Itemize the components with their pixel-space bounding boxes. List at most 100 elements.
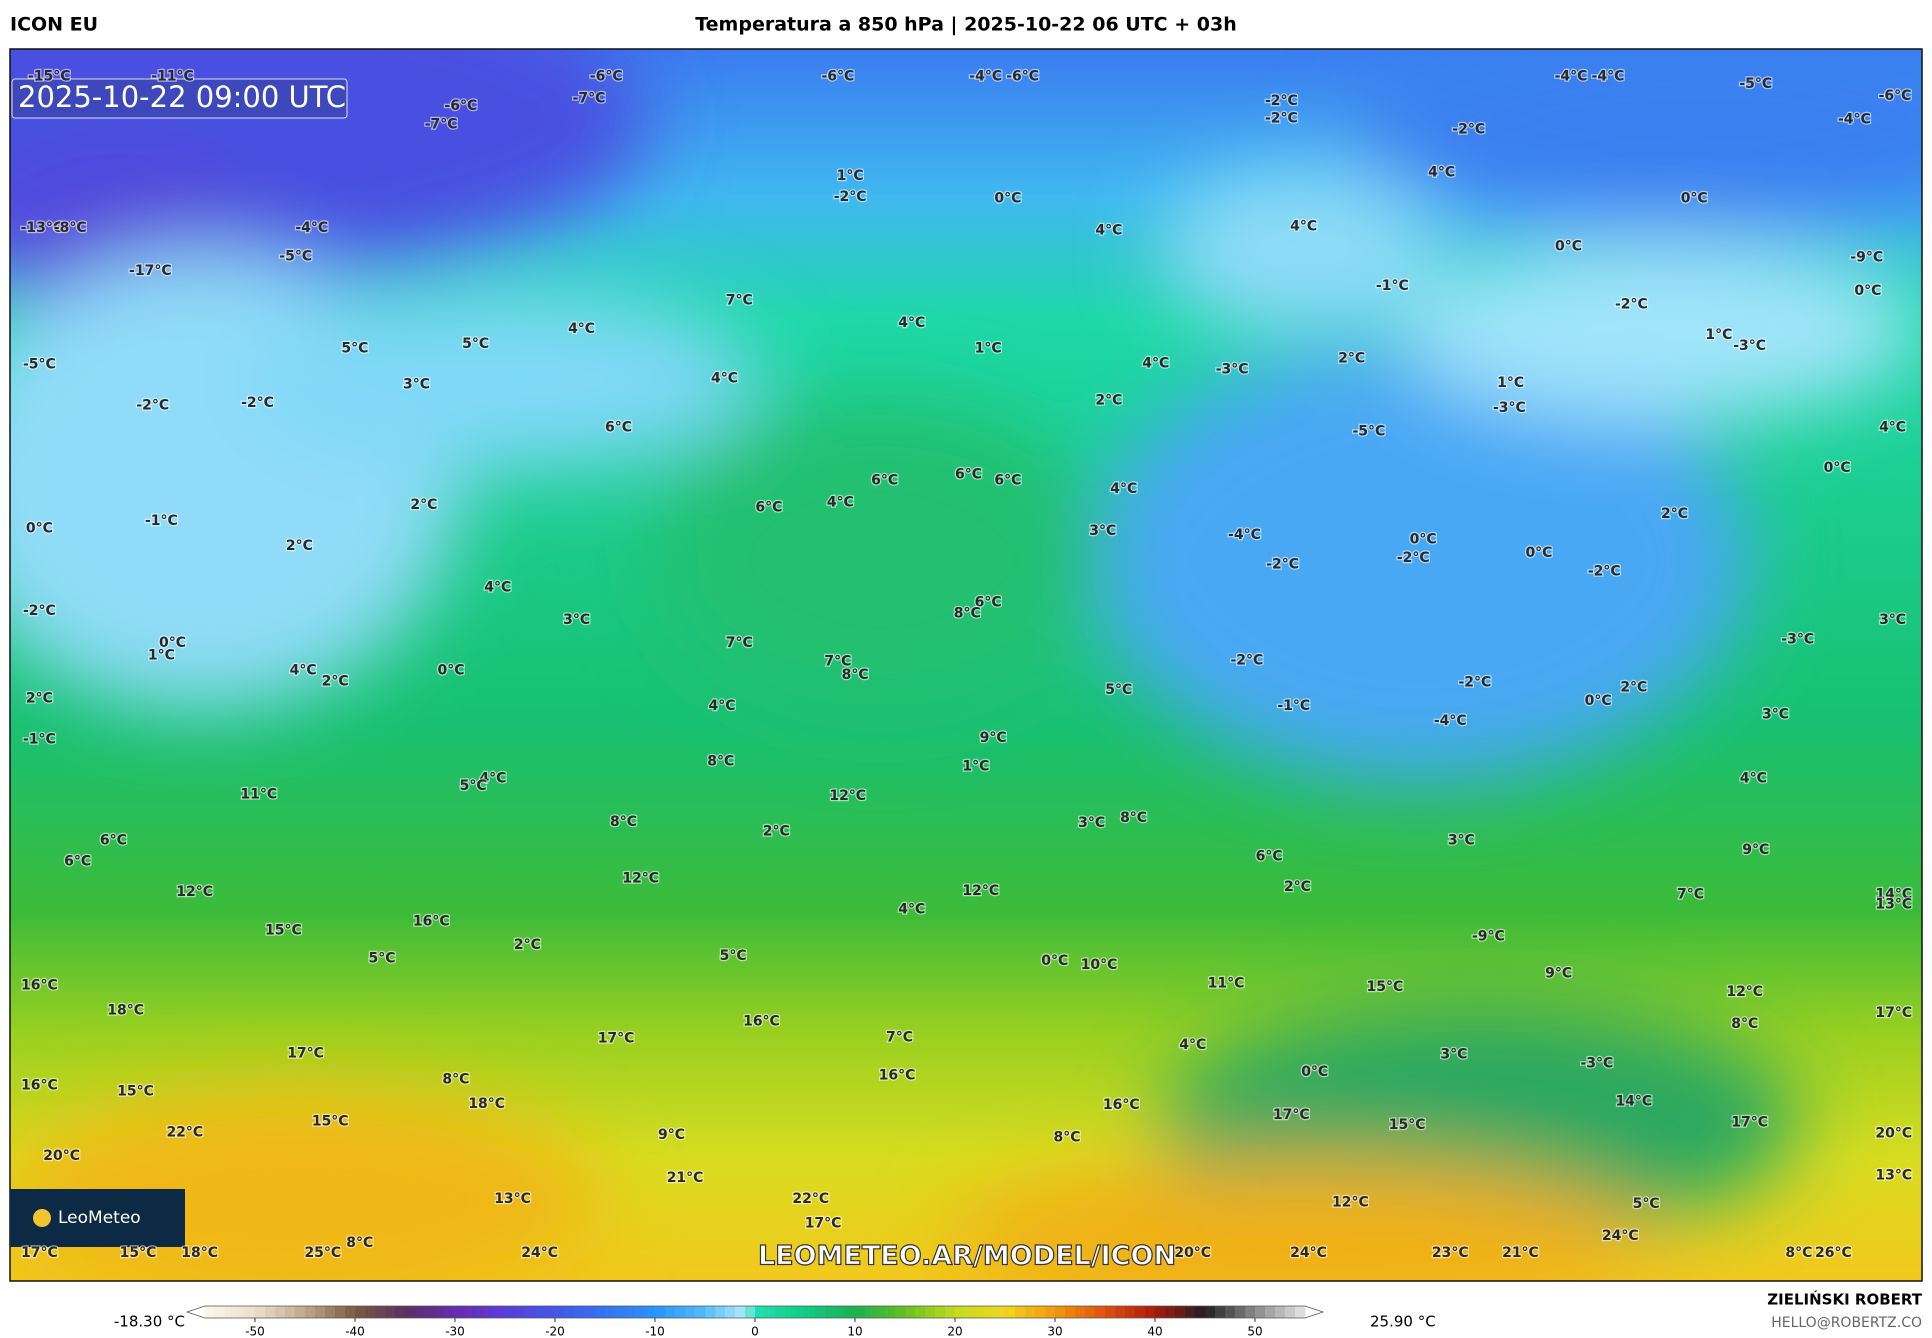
colorbar-cell (575, 1306, 586, 1318)
colorbar-cell (455, 1306, 466, 1318)
temperature-label: -3°C (1733, 338, 1766, 354)
temperature-label: 6°C (975, 595, 1002, 611)
colorbar-cell (255, 1306, 266, 1318)
colorbar-cell (655, 1306, 666, 1318)
colorbar-cell (465, 1306, 476, 1318)
colorbar-tick-label: -50 (245, 1325, 265, 1338)
temperature-label: 8°C (842, 667, 869, 683)
temperature-label: 2°C (410, 497, 437, 513)
temperature-label: -3°C (1781, 631, 1814, 647)
logo-sun (33, 1209, 51, 1227)
colorbar-cell (1075, 1306, 1086, 1318)
colorbar-cell (525, 1306, 536, 1318)
colorbar-tick-label: -40 (345, 1325, 365, 1338)
colorbar-cell (1165, 1306, 1176, 1318)
temperature-label: -4°C (969, 68, 1002, 84)
temperature-label: -3°C (1493, 400, 1526, 416)
temperature-label: 25°C (304, 1245, 341, 1261)
colorbar-cell (1205, 1306, 1216, 1318)
colorbar-cell (1175, 1306, 1186, 1318)
temperature-label: 8°C (1785, 1245, 1812, 1261)
temperature-label: -2°C (1458, 675, 1491, 691)
colorbar-cell (955, 1306, 966, 1318)
temperature-label: 4°C (1428, 165, 1455, 181)
colorbar-cell (325, 1306, 336, 1318)
temperature-label: 7°C (1677, 887, 1704, 903)
colorbar-cell (485, 1306, 496, 1318)
temperature-label: -3°C (1580, 1055, 1613, 1071)
temperature-label: 4°C (1095, 222, 1122, 238)
temperature-label: 12°C (829, 788, 866, 804)
temperature-label: 2°C (26, 691, 53, 707)
colorbar-cell (605, 1306, 616, 1318)
colorbar-cell (1115, 1306, 1126, 1318)
temperature-label: 18°C (181, 1245, 218, 1261)
temperature-label: -5°C (23, 357, 56, 373)
temperature-label: 4°C (1290, 219, 1317, 235)
colorbar-cell (925, 1306, 936, 1318)
temperature-label: 3°C (1089, 523, 1116, 539)
colorbar-cell (1235, 1306, 1246, 1318)
temperature-label: 7°C (886, 1029, 913, 1045)
colorbar-cell (875, 1306, 886, 1318)
colorbar-cell (1035, 1306, 1046, 1318)
temperature-label: -4°C (1838, 112, 1871, 128)
temperature-label: -4°C (295, 220, 328, 236)
temperature-label: 5°C (462, 336, 489, 352)
colorbar-cell (375, 1306, 386, 1318)
colorbar-cell (565, 1306, 576, 1318)
temperature-label: 8°C (442, 1071, 469, 1087)
temperature-label: 2°C (763, 824, 790, 840)
temperature-label: 7°C (726, 635, 753, 651)
colorbar-cell (1065, 1306, 1076, 1318)
temperature-label: 8°C (346, 1235, 373, 1251)
temperature-label: 14°C (1615, 1094, 1652, 1110)
colorbar-cell (1125, 1306, 1136, 1318)
colorbar-outline (185, 1305, 1325, 1319)
colorbar-cell (885, 1306, 896, 1318)
temperature-label: 3°C (1448, 832, 1475, 848)
colorbar-cell (445, 1306, 456, 1318)
colorbar-cell (515, 1306, 526, 1318)
colorbar-cell (385, 1306, 396, 1318)
colorbar-cell (1225, 1306, 1236, 1318)
colorbar-cell (335, 1306, 346, 1318)
colorbar-cell (905, 1306, 916, 1318)
colorbar-cell (1145, 1306, 1156, 1318)
temperature-label: -5°C (1352, 423, 1385, 439)
temperature-label: 12°C (1332, 1195, 1369, 1211)
colorbar-cell (1085, 1306, 1096, 1318)
temperature-label: 24°C (1602, 1228, 1639, 1244)
temperature-label: 15°C (1367, 979, 1404, 995)
colorbar-cell (355, 1306, 366, 1318)
colorbar-cell (725, 1306, 736, 1318)
temperature-label: -2°C (241, 395, 274, 411)
colorbar-cell (635, 1306, 646, 1318)
colorbar-cell (1105, 1306, 1116, 1318)
colorbar-cell (305, 1306, 316, 1318)
temperature-label: -2°C (1265, 110, 1298, 126)
temperature-label: 15°C (312, 1113, 349, 1129)
temperature-label: -1°C (145, 513, 178, 529)
temperature-label: 9°C (658, 1127, 685, 1143)
temperature-label: 17°C (805, 1216, 842, 1232)
temperature-label: 8°C (954, 606, 981, 622)
colorbar-cell (225, 1306, 236, 1318)
colorbar-cell (1215, 1306, 1226, 1318)
temperature-label: 24°C (521, 1245, 558, 1261)
colorbar-cell (275, 1306, 286, 1318)
colorbar-cell (695, 1306, 706, 1318)
temperature-label: 2°C (1338, 351, 1365, 367)
temperature-label: 0°C (1410, 532, 1437, 548)
temperature-label: 3°C (563, 612, 590, 628)
temperature-label: -9°C (1850, 250, 1883, 266)
colorbar-cell (865, 1306, 876, 1318)
temperature-label: 3°C (1879, 612, 1906, 628)
colorbar-cell (1015, 1306, 1026, 1318)
temperature-label: 4°C (898, 315, 925, 331)
temperature-label: 4°C (568, 321, 595, 337)
temperature-label: 0°C (437, 662, 464, 678)
temperature-label: 2°C (1620, 680, 1647, 696)
temperature-label: -2°C (1452, 121, 1485, 137)
temperature-label: 13°C (494, 1191, 531, 1207)
